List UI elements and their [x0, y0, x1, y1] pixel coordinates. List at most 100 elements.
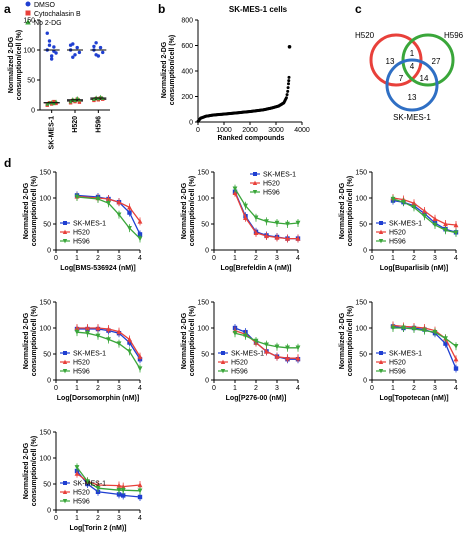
panel-b-point — [286, 89, 290, 93]
panel-d-point — [390, 325, 396, 331]
panel-a-legend-label: No 2-DG — [34, 20, 62, 27]
panel-d-point — [432, 222, 438, 228]
panel-d-ylabel: consumption/cell (%) — [189, 176, 196, 246]
venn-region-h520-h596: 1 — [410, 49, 415, 58]
panel-d-series-line — [76, 467, 141, 492]
panel-d-series-line — [76, 195, 141, 222]
panel-a-legend-marker — [25, 10, 31, 16]
panel-d-ytick-label: 100 — [197, 326, 209, 333]
panel-d-ytick-label: 150 — [39, 300, 51, 307]
panel-b-xtick-label: 4000 — [294, 127, 310, 134]
panel-d-xtick-label: 3 — [117, 515, 121, 522]
panel-d-point — [411, 205, 417, 210]
panel-d-chart-4: Normalized 2-DG consumption/cell (%)05010… — [23, 300, 143, 402]
panel-d-point — [422, 328, 427, 334]
panel-a-point — [73, 53, 77, 57]
panel-b-xtick-label: 0 — [196, 127, 200, 134]
panel-d-xtick-label: 0 — [212, 255, 216, 262]
panel-d-point — [443, 228, 448, 233]
panel-a-point — [68, 99, 73, 104]
panel-d-xtick-label: 3 — [433, 255, 437, 262]
panel-d-legend-marker — [63, 221, 67, 225]
panel-d-ytick-label: 50 — [359, 352, 367, 359]
panel-d-xlabel: Log[Topotecan (nM)] — [379, 395, 448, 402]
panel-a-ytick-label: 50 — [27, 78, 35, 85]
panel-d-legend-label: SK-MES-1 — [73, 221, 106, 228]
panel-d-ytick-label: 150 — [355, 300, 367, 307]
panel-d-point — [85, 325, 90, 331]
panel-d-point — [264, 233, 269, 239]
panel-d-point — [453, 230, 459, 236]
panel-d-ytick-label: 0 — [205, 378, 209, 385]
panel-d-ytick-label: 150 — [197, 170, 209, 177]
panel-d-xtick-label: 2 — [412, 385, 416, 392]
panel-d-legend-label: H596 — [73, 499, 90, 506]
panel-d-point — [74, 329, 80, 335]
panel-d-ytick-label: 100 — [39, 196, 51, 203]
panel-d-point — [116, 482, 122, 488]
panel-d-legend-marker — [253, 172, 257, 176]
panel-d-xtick-label: 4 — [138, 515, 142, 522]
panel-d-point — [443, 336, 448, 342]
panel-d-point — [453, 366, 459, 371]
panel-d-legend-label: H596 — [389, 369, 406, 376]
panel-d-legend-label: SK-MES-1 — [389, 221, 422, 228]
panel-d-ylabel: consumption/cell (%) — [347, 176, 354, 246]
panel-d-point — [106, 201, 111, 206]
panel-d-point — [422, 208, 427, 214]
panel-d-xlabel: Log[Torin 2 (nM)] — [69, 525, 126, 532]
panel-d-point — [453, 222, 459, 228]
panel-b-ylabel-1: Normalized 2-DG — [161, 41, 168, 98]
panel-a-point — [77, 50, 82, 55]
panel-d-point — [232, 331, 238, 336]
panel-d-legend-label: H520 — [73, 230, 90, 237]
panel-d-ylabel: Normalized 2-DG — [339, 312, 346, 369]
panel-d-legend-marker — [378, 369, 384, 374]
panel-d-charts: Normalized 2-DG consumption/cell (%)05010… — [23, 170, 459, 532]
panel-d-xtick-label: 0 — [54, 255, 58, 262]
panel-d-point — [74, 470, 80, 476]
panel-d-legend-marker — [378, 359, 384, 364]
panel-a-point — [47, 43, 52, 47]
panel-a-point — [68, 43, 73, 47]
panel-a-point — [92, 97, 96, 101]
panel-d-legend-label: SK-MES-1 — [73, 351, 106, 358]
panel-d-xtick-label: 3 — [275, 255, 279, 262]
panel-d-point — [401, 325, 406, 331]
panel-b-point — [286, 82, 290, 86]
panel-d-legend-marker — [379, 351, 383, 355]
panel-d-ytick-label: 0 — [47, 508, 51, 515]
panel-d-legend-marker — [379, 221, 383, 225]
panel-d-ytick-label: 100 — [197, 196, 209, 203]
panel-b-point — [285, 93, 289, 97]
panel-d-point — [116, 341, 122, 347]
panel-d-ylabel: consumption/cell (%) — [31, 436, 38, 506]
panel-d-point — [106, 337, 111, 343]
panel-a-point — [54, 101, 58, 106]
panel-d-legend-label: SK-MES-1 — [231, 351, 264, 358]
panel-d-point — [137, 482, 143, 488]
panel-a-point — [49, 102, 54, 106]
panel-a-point — [75, 95, 80, 100]
panel-d-xlabel: Log[P276-00 (nM)] — [226, 395, 287, 402]
panel-d-series-line — [76, 196, 141, 240]
panel-d-xtick-label: 1 — [75, 385, 79, 392]
panel-b-ytick-label: 400 — [181, 69, 193, 76]
panel-b-point — [286, 86, 290, 90]
panel-d-xlabel: Log[Dorsomorphin (nM)] — [57, 395, 139, 402]
panel-a-category-label: H596 — [95, 116, 102, 133]
panel-d-point — [74, 194, 80, 200]
panel-d-point — [274, 234, 280, 240]
panel-d-ytick-label: 100 — [355, 196, 367, 203]
panel-d-point — [232, 186, 238, 192]
panel-d-point — [95, 485, 101, 491]
panel-d-legend-label: H596 — [389, 239, 406, 246]
panel-d-ytick-label: 0 — [47, 378, 51, 385]
panel-d-point — [137, 236, 143, 242]
panel-a-legend-marker — [25, 19, 31, 25]
panel-d-legend-label: H596 — [263, 190, 280, 197]
panel-d-legend-marker — [378, 239, 384, 244]
panel-d-point — [243, 203, 248, 209]
panel-d-point — [264, 342, 269, 348]
panel-d-ytick-label: 150 — [355, 170, 367, 177]
